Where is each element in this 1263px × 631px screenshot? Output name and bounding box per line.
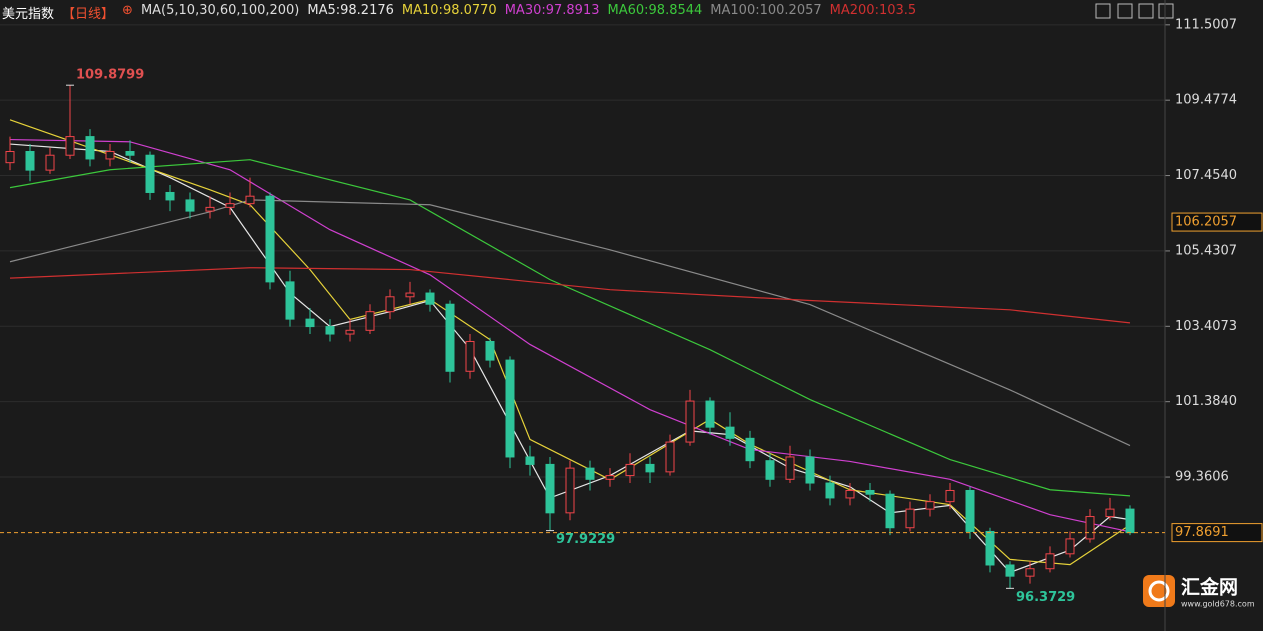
- candle-body: [705, 400, 715, 428]
- candle-body: [985, 530, 995, 566]
- legend-entry: MA5:98.2176: [307, 3, 394, 18]
- candle-body: [405, 292, 415, 298]
- logo-mark: [1148, 580, 1170, 602]
- tool-icon[interactable]: [1138, 3, 1154, 19]
- candle-body: [785, 456, 795, 480]
- candle-body: [845, 489, 855, 499]
- candle-body: [565, 467, 575, 514]
- candle-body: [865, 489, 875, 495]
- candle-body: [45, 154, 55, 171]
- logo-url: www.gold678.com: [1181, 600, 1255, 609]
- ma-line: [9, 138, 1131, 533]
- candle-body: [385, 296, 395, 313]
- period: 【日线】: [62, 7, 115, 22]
- legend-entry: MA10:98.0770: [401, 3, 497, 18]
- candle-body: [625, 463, 635, 477]
- candle-body: [1125, 508, 1135, 534]
- logo-icon: [1143, 575, 1175, 607]
- y-tick-label: 107.4540: [1175, 168, 1237, 183]
- candle-body: [325, 326, 335, 335]
- y-tick-label: 101.3840: [1175, 394, 1237, 409]
- candle-body: [345, 329, 355, 335]
- candle-body: [805, 456, 815, 484]
- ma-line: [9, 159, 1131, 497]
- candle-body: [745, 437, 755, 462]
- annotation-label: 96.3729: [1016, 590, 1075, 605]
- candle-body: [285, 281, 295, 320]
- candle-body: [365, 311, 375, 331]
- candle-body: [685, 400, 695, 443]
- candle-body: [185, 199, 195, 212]
- annotation-label: 97.9229: [556, 532, 615, 547]
- candle-body: [65, 136, 75, 156]
- candle-body: [585, 467, 595, 480]
- price-tag-box: [1171, 523, 1263, 543]
- candle-body: [165, 191, 175, 201]
- ma-label: MA(5,10,30,60,100,200): [140, 3, 300, 18]
- candle-body: [25, 150, 35, 171]
- y-tick-label: 103.4073: [1175, 319, 1237, 334]
- candle-body: [885, 493, 895, 529]
- candle-body: [645, 463, 655, 473]
- candle-body: [425, 292, 435, 305]
- price-tag-box: [1171, 212, 1263, 232]
- tool-icon[interactable]: [1095, 3, 1111, 19]
- y-tick-label: 99.3606: [1175, 470, 1229, 485]
- candle-body: [665, 441, 675, 473]
- candle-body: [445, 303, 455, 372]
- candle-body: [305, 318, 315, 328]
- tool-icon[interactable]: [1158, 3, 1174, 19]
- legend: 美元指数 【日线】 ⊕ MA(5,10,30,60,100,200) MA5:9…: [2, 3, 916, 22]
- candle-body: [125, 150, 135, 156]
- y-tick-label: 105.4307: [1175, 243, 1237, 258]
- y-tick-label: 111.5007: [1175, 17, 1237, 32]
- candle-body: [945, 489, 955, 503]
- tool-icon[interactable]: [1117, 3, 1133, 19]
- candle-body: [465, 340, 475, 372]
- logo-name: 汇金网: [1181, 576, 1238, 599]
- price-tag-label: 97.8691: [1175, 525, 1229, 540]
- candle-body: [1085, 516, 1095, 540]
- ma-line: [9, 143, 1131, 574]
- y-tick-label: 109.4774: [1175, 93, 1237, 108]
- legend-entry: MA100:100.2057: [710, 3, 822, 18]
- candle-body: [725, 426, 735, 439]
- ma-line: [9, 199, 1131, 447]
- toolbar[interactable]: [1095, 3, 1174, 19]
- candle-body: [505, 359, 515, 458]
- candle-body: [1065, 538, 1075, 555]
- annotation-label: 109.8799: [76, 68, 144, 83]
- candle-body: [925, 501, 935, 510]
- candle-body: [1105, 508, 1115, 518]
- candle-body: [765, 460, 775, 480]
- period-icon[interactable]: ⊕: [122, 3, 133, 18]
- candle-body: [5, 150, 15, 164]
- price-tag-label: 106.2057: [1175, 215, 1237, 230]
- candle-body: [85, 136, 95, 160]
- candle-body: [905, 508, 915, 529]
- candle-body: [145, 154, 155, 193]
- candle-body: [205, 206, 215, 212]
- ma-line: [9, 267, 1131, 324]
- chart-title: 美元指数: [2, 7, 55, 22]
- candle-body: [485, 340, 495, 361]
- legend-entry: MA60:98.8544: [607, 3, 703, 18]
- candle-body: [1045, 553, 1055, 570]
- candle-body: [545, 463, 555, 514]
- candle-body: [1025, 568, 1035, 577]
- candle-body: [605, 475, 615, 480]
- candle-body: [965, 489, 975, 532]
- candle-body: [825, 482, 835, 499]
- candle-body: [105, 150, 115, 160]
- candle-body: [525, 456, 535, 465]
- candle-body: [1005, 564, 1015, 577]
- legend-entry: MA30:97.8913: [504, 3, 600, 18]
- legend-entry: MA200:103.5: [829, 3, 917, 18]
- candle-body: [245, 195, 255, 205]
- candle-body: [225, 203, 235, 208]
- candle-body: [265, 195, 275, 283]
